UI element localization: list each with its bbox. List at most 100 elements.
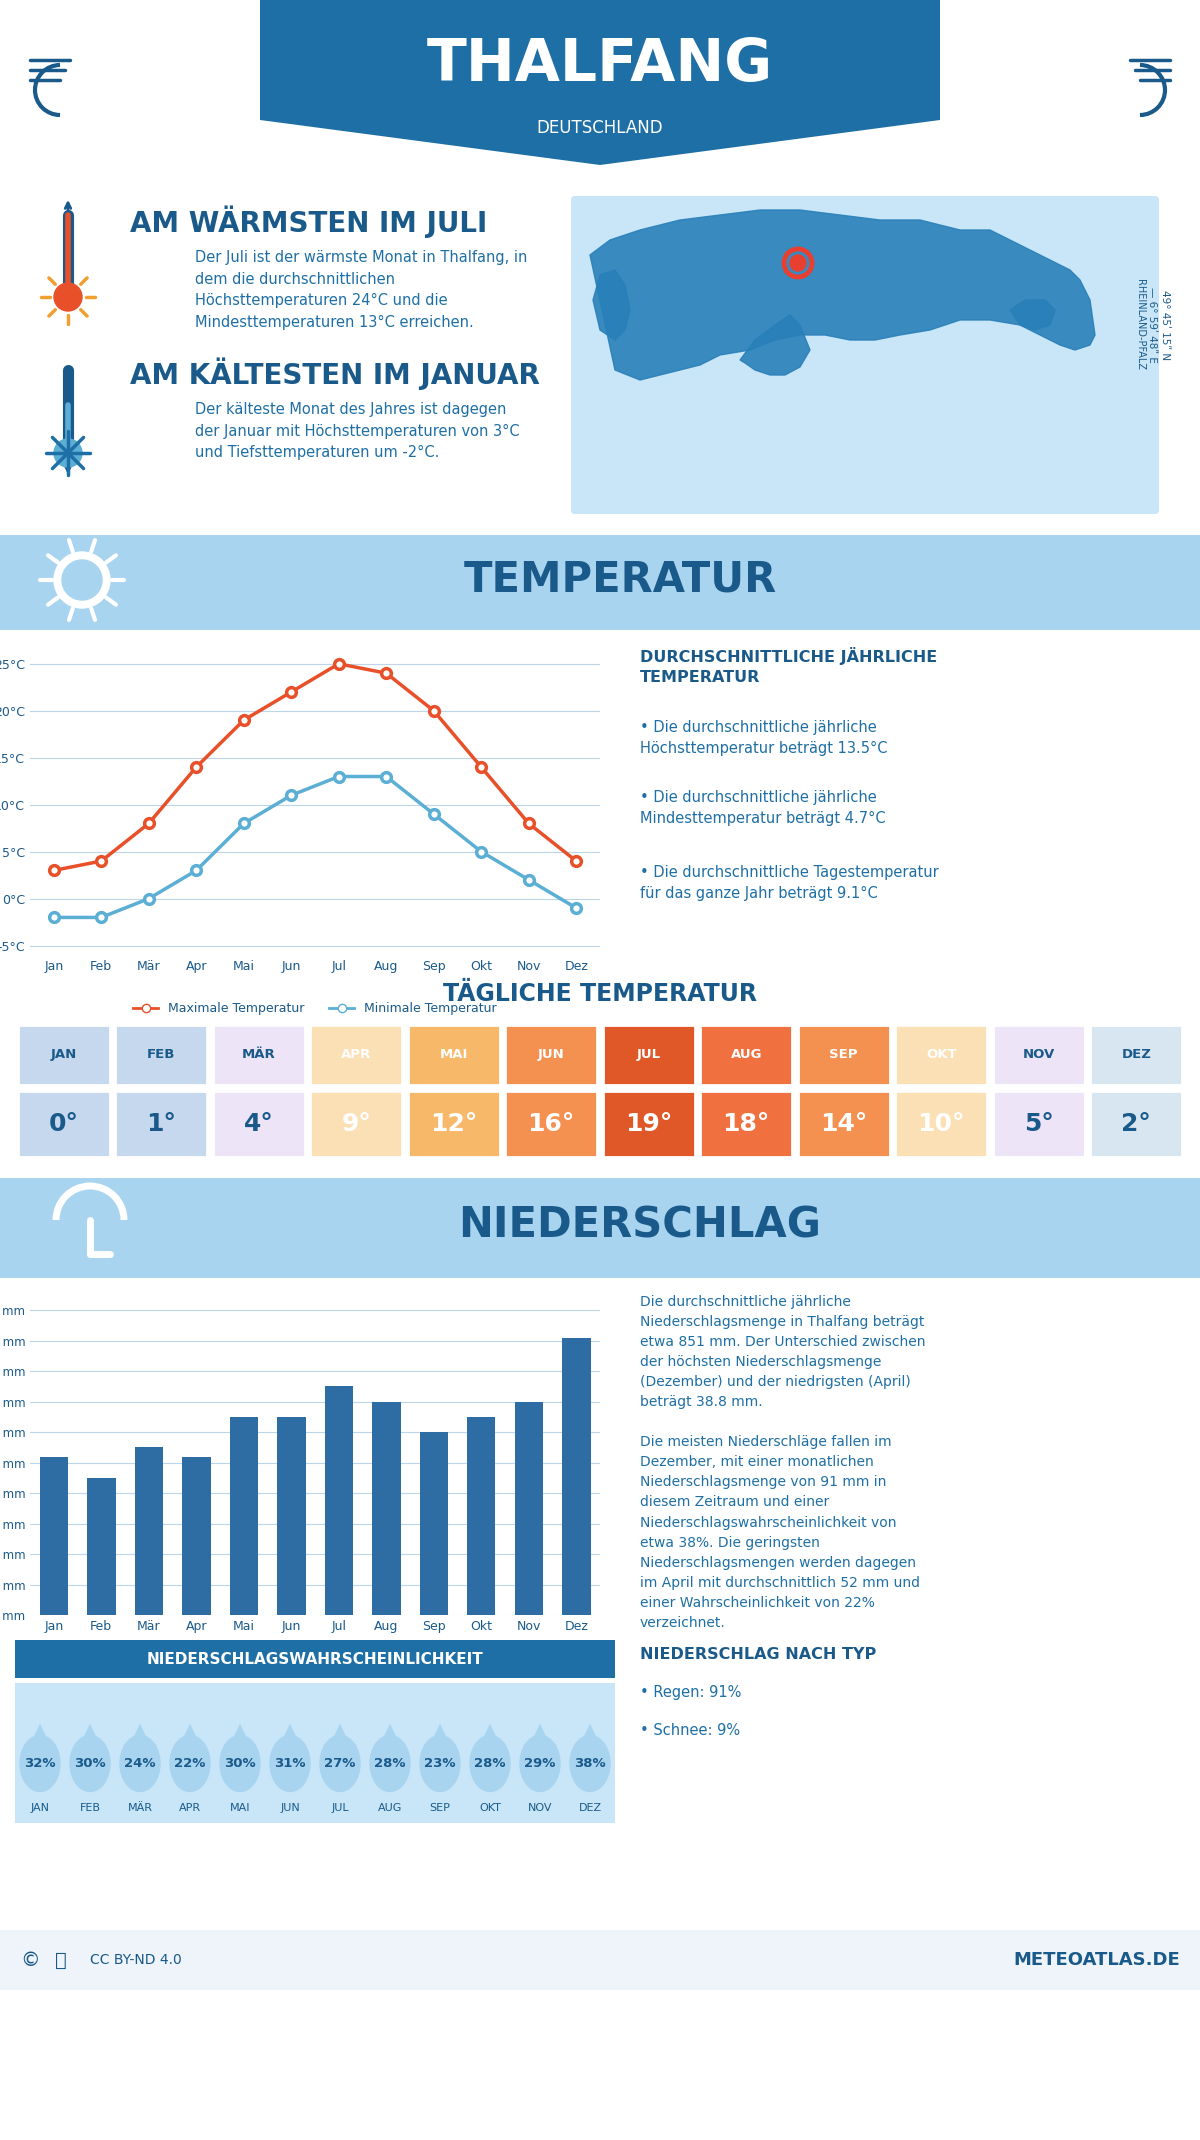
Bar: [562, 1338, 590, 1616]
Text: FEB: FEB: [79, 1802, 101, 1813]
Text: ©: ©: [20, 1950, 40, 1969]
Text: 30%: 30%: [224, 1757, 256, 1770]
Text: • Die durchschnittliche jährliche
Mindesttemperatur beträgt 4.7°C: • Die durchschnittliche jährliche Mindes…: [640, 790, 886, 826]
Circle shape: [62, 561, 102, 599]
Polygon shape: [260, 0, 940, 165]
Bar: [182, 1457, 210, 1616]
Polygon shape: [131, 1723, 149, 1742]
Bar: [372, 1402, 401, 1616]
Text: THALFANG: THALFANG: [427, 36, 773, 94]
Text: 4°: 4°: [244, 1113, 274, 1136]
Text: OKT: OKT: [479, 1802, 500, 1813]
Circle shape: [790, 255, 806, 272]
Text: JUN: JUN: [538, 1049, 565, 1061]
FancyBboxPatch shape: [895, 1091, 988, 1158]
FancyBboxPatch shape: [0, 1177, 1200, 1282]
FancyBboxPatch shape: [18, 1025, 109, 1085]
Text: SEP: SEP: [430, 1802, 450, 1813]
Text: 1°: 1°: [146, 1113, 176, 1136]
Text: MAI: MAI: [229, 1802, 251, 1813]
Circle shape: [20, 1736, 60, 1791]
Polygon shape: [581, 1723, 599, 1742]
Bar: [40, 1457, 68, 1616]
Text: 10°: 10°: [918, 1113, 965, 1136]
Bar: [277, 1417, 306, 1616]
Text: AUG: AUG: [378, 1802, 402, 1813]
Polygon shape: [31, 1723, 49, 1742]
Circle shape: [420, 1736, 460, 1791]
Text: DEUTSCHLAND: DEUTSCHLAND: [536, 120, 664, 137]
FancyBboxPatch shape: [311, 1091, 402, 1158]
FancyBboxPatch shape: [602, 1091, 695, 1158]
Text: JAN: JAN: [50, 1049, 77, 1061]
Text: JAN: JAN: [30, 1802, 49, 1813]
Bar: [420, 1432, 448, 1616]
FancyBboxPatch shape: [1091, 1091, 1182, 1158]
Text: 30%: 30%: [74, 1757, 106, 1770]
Text: 31%: 31%: [275, 1757, 306, 1770]
FancyBboxPatch shape: [798, 1025, 889, 1085]
Text: 49° 45ʹ 15ʺ N: 49° 45ʹ 15ʺ N: [1160, 289, 1170, 360]
Circle shape: [370, 1736, 410, 1791]
Text: 5°: 5°: [1024, 1113, 1054, 1136]
Circle shape: [54, 552, 110, 608]
Text: NIEDERSCHLAGSWAHRSCHEINLICHKEIT: NIEDERSCHLAGSWAHRSCHEINLICHKEIT: [146, 1652, 484, 1667]
Text: JUN: JUN: [280, 1802, 300, 1813]
Text: 38%: 38%: [574, 1757, 606, 1770]
Text: 29%: 29%: [524, 1757, 556, 1770]
Text: TEMPERATUR: TEMPERATUR: [463, 559, 776, 601]
Circle shape: [54, 282, 82, 310]
Bar: [467, 1417, 496, 1616]
Circle shape: [70, 1736, 110, 1791]
Text: • Die durchschnittliche jährliche
Höchsttemperatur beträgt 13.5°C: • Die durchschnittliche jährliche Höchst…: [640, 719, 888, 755]
Polygon shape: [481, 1723, 499, 1742]
Text: 12°: 12°: [430, 1113, 478, 1136]
Text: Die durchschnittliche jährliche
Niederschlagsmenge in Thalfang beträgt
etwa 851 : Die durchschnittliche jährliche Niedersc…: [640, 1295, 925, 1631]
Text: AUG: AUG: [731, 1049, 762, 1061]
Text: JUL: JUL: [637, 1049, 661, 1061]
Polygon shape: [181, 1723, 199, 1742]
Text: CC BY-ND 4.0: CC BY-ND 4.0: [90, 1954, 181, 1967]
Text: APR: APR: [341, 1049, 371, 1061]
Circle shape: [570, 1736, 610, 1791]
Polygon shape: [593, 270, 630, 340]
Text: DEZ: DEZ: [1121, 1049, 1151, 1061]
FancyBboxPatch shape: [115, 1025, 208, 1085]
Text: 22%: 22%: [174, 1757, 205, 1770]
Bar: [324, 1387, 353, 1616]
Text: 23%: 23%: [425, 1757, 456, 1770]
Text: 0°: 0°: [49, 1113, 79, 1136]
Bar: [515, 1402, 542, 1616]
Text: JUL: JUL: [331, 1802, 349, 1813]
FancyBboxPatch shape: [212, 1025, 305, 1085]
Polygon shape: [281, 1723, 299, 1742]
Circle shape: [470, 1736, 510, 1791]
Text: 27%: 27%: [324, 1757, 355, 1770]
FancyBboxPatch shape: [701, 1025, 792, 1085]
FancyBboxPatch shape: [505, 1091, 598, 1158]
Text: 28%: 28%: [474, 1757, 505, 1770]
Text: APR: APR: [179, 1802, 202, 1813]
FancyBboxPatch shape: [0, 533, 1200, 633]
Polygon shape: [82, 1723, 98, 1742]
Circle shape: [270, 1736, 310, 1791]
Text: AM KÄLTESTEN IM JANUAR: AM KÄLTESTEN IM JANUAR: [130, 357, 540, 389]
Legend: Niederschlagssumme: Niederschlagssumme: [226, 1644, 406, 1667]
Text: OKT: OKT: [926, 1049, 956, 1061]
Polygon shape: [431, 1723, 449, 1742]
Polygon shape: [530, 1723, 550, 1742]
FancyBboxPatch shape: [992, 1025, 1085, 1085]
Text: • Die durchschnittliche Tagestemperatur
für das ganze Jahr beträgt 9.1°C: • Die durchschnittliche Tagestemperatur …: [640, 865, 938, 901]
Polygon shape: [382, 1723, 398, 1742]
Text: MAI: MAI: [439, 1049, 468, 1061]
Text: METEOATLAS.DE: METEOATLAS.DE: [1013, 1952, 1180, 1969]
Text: 2°: 2°: [1121, 1113, 1151, 1136]
FancyBboxPatch shape: [992, 1091, 1085, 1158]
Text: 32%: 32%: [24, 1757, 55, 1770]
FancyBboxPatch shape: [798, 1091, 889, 1158]
Text: DURCHSCHNITTLICHE JÄHRLICHE
TEMPERATUR: DURCHSCHNITTLICHE JÄHRLICHE TEMPERATUR: [640, 646, 937, 685]
Text: NOV: NOV: [528, 1802, 552, 1813]
FancyBboxPatch shape: [14, 1639, 616, 1678]
Text: Der kälteste Monat des Jahres ist dagegen
der Januar mit Höchsttemperaturen von : Der kälteste Monat des Jahres ist dagege…: [194, 402, 520, 460]
Bar: [229, 1417, 258, 1616]
